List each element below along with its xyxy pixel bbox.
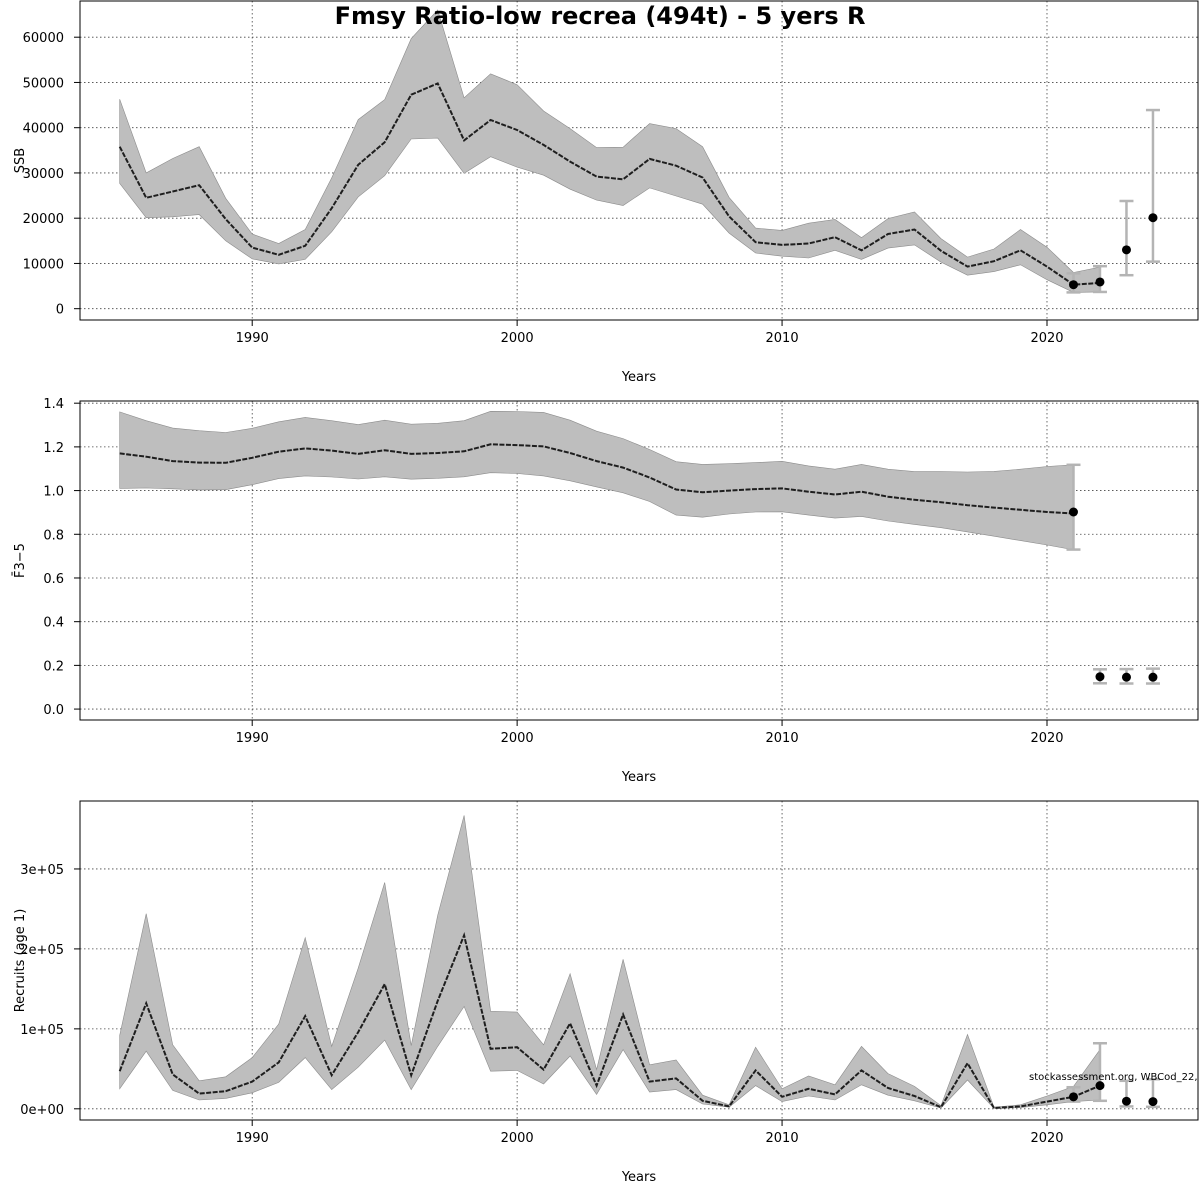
y-tick-label: 0.0 [43,703,64,718]
x-tick-label: 2010 [766,331,799,346]
y-tick-label: 0.8 [43,528,64,543]
x-tick-label: 2020 [1030,731,1063,746]
y-axis-label: F̄3−5 [13,543,28,578]
y-tick-label: 3e+05 [20,863,64,878]
y-tick-label: 0 [56,303,64,318]
panel-2: 1990 2000 2010 2020 0.0 0.2 0.4 0.6 0.8 1.0 1.2 1.4… [13,397,1199,785]
y-tick-label: 0.2 [43,659,64,674]
x-tick-label: 2020 [1030,331,1063,346]
y-axis-label: Recruits (age 1) [13,909,28,1013]
y-tick-label: 1.4 [43,397,64,412]
y-axis-label: SSB [13,148,28,173]
x-tick-label: 1990 [236,731,269,746]
x-tick-label: 2000 [501,731,534,746]
panel-1: 1990 2000 2010 2020 0 10000 20000 30000 40000 500… [13,0,1199,385]
x-tick-label: 2010 [766,1131,799,1146]
x-tick-label: 1990 [236,331,269,346]
estimate-line [119,443,1074,515]
forecast-point [1121,245,1131,255]
plot-frame [79,800,1199,1121]
confidence-band [119,815,1101,1109]
x-tick-label: 2010 [766,731,799,746]
y-tick-label: 10000 [23,257,64,272]
forecast-point [1148,213,1158,223]
y-tick-label: 40000 [23,122,64,137]
confidence-band [119,410,1074,551]
y-tick-label: 1.0 [43,485,64,500]
confidence-band [119,9,1101,293]
forecast-point [1095,1081,1105,1091]
plot-frame [79,0,1199,321]
y-tick-label: 60000 [23,31,64,46]
y-tick-label: 2e+05 [20,943,64,958]
y-tick-label: 1e+05 [20,1023,64,1038]
x-axis-label: Years [621,1170,657,1185]
y-tick-label: 0e+00 [20,1103,64,1118]
estimate-line [118,931,1101,1110]
forecast-point [1148,672,1158,682]
y-tick-label: 50000 [23,76,64,91]
y-tick-label: 0.6 [43,572,64,587]
panel-3: 1990 2000 2010 2020 0e+00 1e+05 2e+05 3e+05 Year… [13,800,1199,1185]
y-tick-label: 0.4 [43,616,64,631]
plot-frame [79,400,1199,721]
forecast-point [1068,280,1078,290]
forecast-point [1121,672,1131,682]
forecast-point [1148,1097,1158,1107]
y-tick-label: 30000 [23,167,64,182]
forecast-point [1068,507,1078,517]
forecast-point [1095,672,1105,682]
forecast-point [1095,277,1105,287]
x-tick-label: 1990 [236,1131,269,1146]
forecast-point [1068,1092,1078,1102]
chart-title: Fmsy Ratio-low recrea (494t) - 5 yers R [335,2,866,30]
forecast-point [1121,1096,1131,1106]
x-tick-label: 2000 [501,1131,534,1146]
x-tick-label: 2000 [501,331,534,346]
y-tick-label: 20000 [23,212,64,227]
x-axis-label: Years [621,770,657,785]
y-tick-label: 1.2 [43,441,64,456]
x-axis-label: Years [621,370,657,385]
chart-caption: stockassessment.org, WBCod_22, r [1029,1072,1200,1083]
x-tick-label: 2020 [1030,1131,1063,1146]
